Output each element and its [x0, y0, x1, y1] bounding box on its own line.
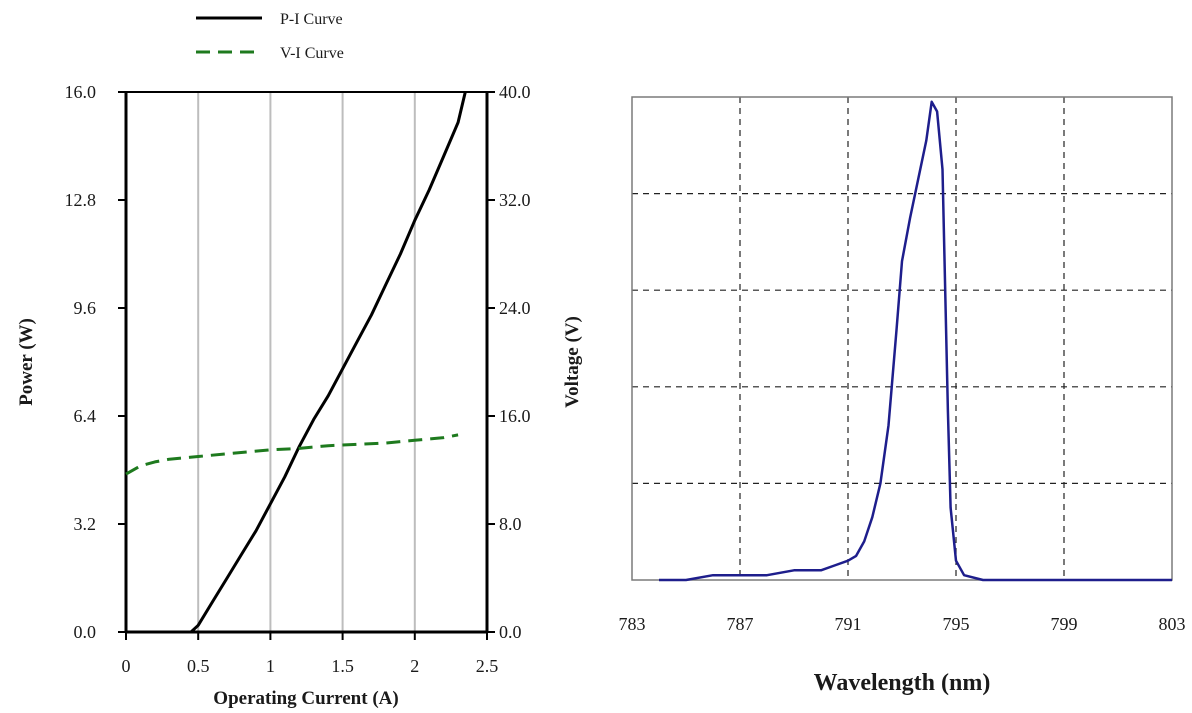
legend: P-I Curve V-I Curve — [196, 11, 344, 62]
x-tick-label-2: 791 — [835, 614, 862, 634]
y2-axis-label: Voltage (V) — [562, 316, 583, 408]
x-tick-label-3: 795 — [943, 614, 970, 634]
y-tick-label-0: 0.0 — [74, 622, 97, 642]
y-tick-label-2: 6.4 — [74, 406, 97, 426]
x-tick-label-0: 783 — [619, 614, 646, 634]
y2-tick-label-2: 16.0 — [499, 406, 531, 426]
legend-label-pi: P-I Curve — [280, 11, 343, 28]
plot-frame — [631, 96, 1173, 581]
x-tick-label-5: 2.5 — [476, 656, 499, 676]
y2-tick-label-4: 32.0 — [499, 190, 531, 210]
x-tick-label-1: 0.5 — [187, 656, 210, 676]
series-line-v-i-curve — [125, 433, 459, 476]
y-tick-label-5: 16.0 — [65, 82, 97, 102]
series-line-p-i-curve — [126, 91, 467, 634]
legend-label-vi: V-I Curve — [280, 45, 344, 62]
y-tick-label-3: 9.6 — [74, 298, 97, 318]
x-axis-label: Wavelength (nm) — [814, 670, 991, 696]
x-tick-label-5: 803 — [1159, 614, 1186, 634]
y2-tick-label-3: 24.0 — [499, 298, 531, 318]
x-tick-label-0: 0 — [122, 656, 131, 676]
y-tick-label-1: 3.2 — [74, 514, 97, 534]
y2-tick-label-5: 40.0 — [499, 82, 531, 102]
x-axis-label: Operating Current (A) — [213, 688, 398, 709]
spectrum-chart: 783 787 791 795 799 803 Wavelength (nm) — [619, 96, 1186, 696]
x-tick-label-3: 1.5 — [331, 656, 354, 676]
y2-tick-label-0: 0.0 — [499, 622, 522, 642]
y-axis-label: Power (W) — [16, 318, 37, 406]
x-tick-label-4: 799 — [1051, 614, 1078, 634]
y-tick-label-4: 12.8 — [65, 190, 97, 210]
x-tick-label-2: 1 — [266, 656, 275, 676]
y2-tick-label-1: 8.0 — [499, 514, 522, 534]
x-tick-label-1: 787 — [727, 614, 754, 634]
pi-vi-chart: 0.0 3.2 6.4 9.6 12.8 16.0 0.0 8.0 16.0 24.0 32.0 40… — [16, 82, 583, 709]
spectrum-line-0 — [659, 100, 1172, 582]
x-tick-label-4: 2 — [410, 656, 419, 676]
